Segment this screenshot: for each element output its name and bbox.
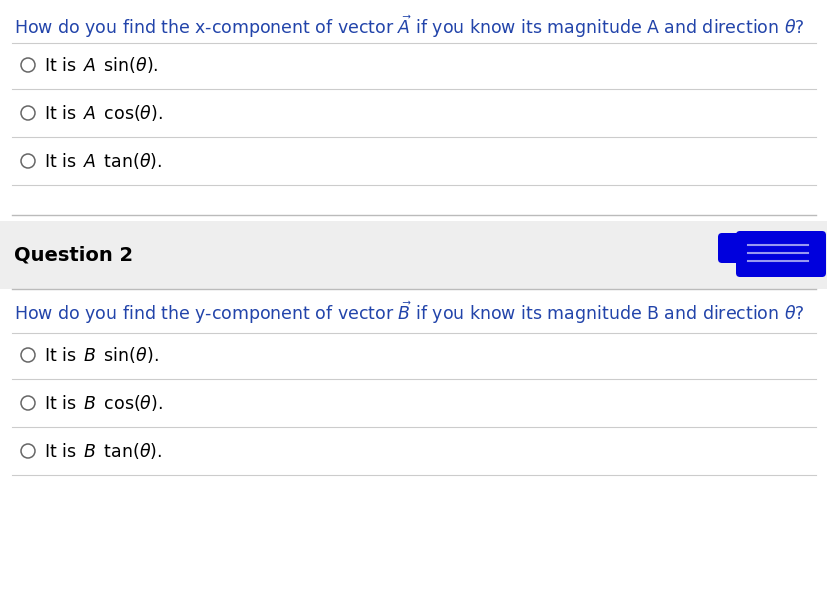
Text: How do you find the y-component of vector $\vec{B}$ if you know its magnitude B : How do you find the y-component of vecto… <box>14 300 804 326</box>
FancyBboxPatch shape <box>735 231 825 277</box>
Text: It is $\,B\,$ tan($\theta$).: It is $\,B\,$ tan($\theta$). <box>44 441 162 461</box>
Text: It is $\,B\,$ cos($\theta$).: It is $\,B\,$ cos($\theta$). <box>44 393 163 413</box>
Text: It is $\,A\,$ tan($\theta$).: It is $\,A\,$ tan($\theta$). <box>44 151 162 171</box>
Text: It is $\,A\,$ sin($\theta$).: It is $\,A\,$ sin($\theta$). <box>44 55 159 75</box>
Text: Question 2: Question 2 <box>14 245 133 264</box>
Text: How do you find the x-component of vector $\vec{A}$ if you know its magnitude A : How do you find the x-component of vecto… <box>14 14 804 40</box>
Text: It is $\,A\,$ cos($\theta$).: It is $\,A\,$ cos($\theta$). <box>44 103 163 123</box>
FancyBboxPatch shape <box>0 221 827 289</box>
FancyBboxPatch shape <box>717 233 753 263</box>
Text: It is $\,B\,$ sin($\theta$).: It is $\,B\,$ sin($\theta$). <box>44 345 159 365</box>
